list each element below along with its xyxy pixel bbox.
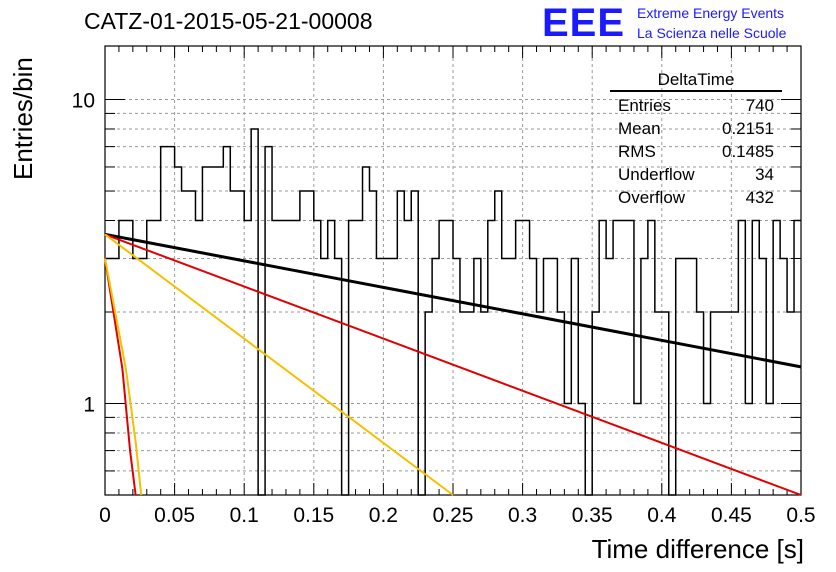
stats-label: Overflow	[618, 188, 686, 207]
stats-box: DeltaTime Entries 740 Mean 0.2151 RMS 0.…	[610, 70, 782, 209]
stats-row-overflow: Overflow 432	[610, 186, 782, 209]
stats-row-underflow: Underflow 34	[610, 163, 782, 186]
stats-title: DeltaTime	[610, 70, 782, 92]
x-tick-label: 0.5	[786, 504, 815, 527]
stats-value: 34	[755, 165, 774, 184]
y-tick-label: 10	[72, 90, 95, 113]
eee-logo: EEE	[542, 1, 626, 45]
stats-value: 432	[745, 188, 774, 207]
x-tick-label: 0.1	[230, 504, 259, 527]
x-tick-label: 0.25	[433, 504, 474, 527]
stats-row-entries: Entries 740	[610, 94, 782, 117]
stats-row-mean: Mean 0.2151	[610, 117, 782, 140]
stats-label: Entries	[618, 96, 671, 115]
fit-line-3	[104, 233, 454, 496]
stats-row-rms: RMS 0.1485	[610, 140, 782, 163]
histogram-bars	[105, 128, 801, 496]
stats-label: Underflow	[618, 165, 695, 184]
stats-value: 0.1485	[722, 142, 774, 161]
x-tick-label: 0	[99, 504, 111, 527]
x-tick-label: 0.4	[647, 504, 677, 527]
stats-value: 740	[745, 96, 774, 115]
fit-line-2	[104, 233, 802, 496]
stats-value: 0.2151	[722, 119, 774, 138]
logo-line-1: Extreme Energy Events	[637, 5, 785, 21]
x-tick-label: 0.05	[154, 504, 195, 527]
stats-label: Mean	[618, 119, 661, 138]
chart-title: CATZ-01-2015-05-21-00008	[84, 8, 373, 34]
y-axis-label: Entries/bin	[8, 57, 38, 180]
x-tick-label: 0.15	[293, 504, 334, 527]
y-tick-label: 1	[83, 393, 95, 416]
x-tick-label: 0.2	[369, 504, 398, 527]
logo-line-2: La Scienza nelle Scuole	[637, 25, 787, 41]
fit-line-1	[104, 232, 802, 369]
x-tick-label: 0.3	[508, 504, 537, 527]
x-axis-label: Time difference [s]	[591, 534, 804, 564]
x-tick-label: 0.45	[711, 504, 752, 527]
stats-label: RMS	[618, 142, 656, 161]
fit-line-4	[104, 258, 137, 496]
fit-line-5	[104, 258, 143, 496]
x-tick-label: 0.35	[572, 504, 613, 527]
